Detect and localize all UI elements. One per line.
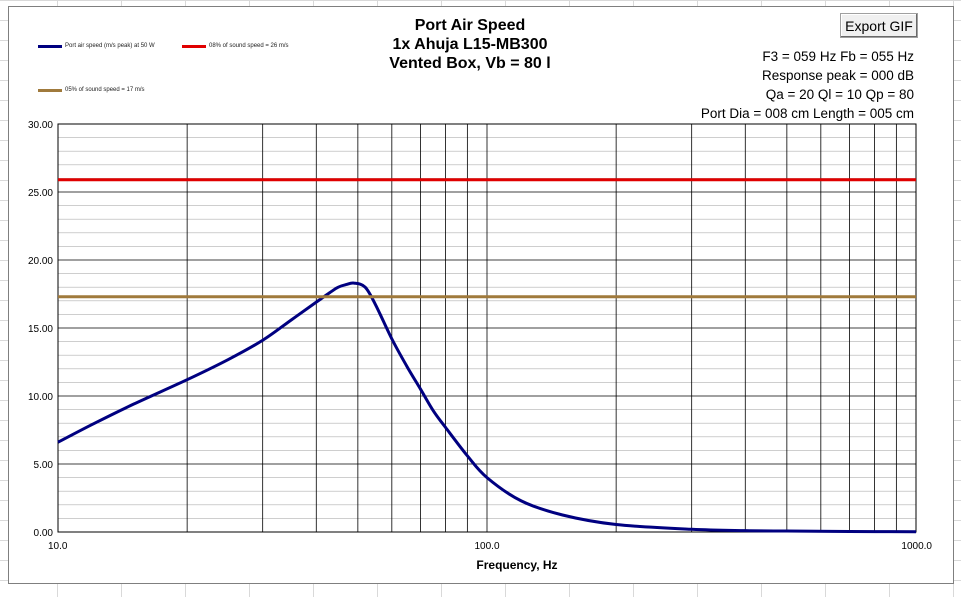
param-line-port-dims: Port Dia = 008 cm Length = 005 cm (700, 106, 914, 121)
x-axis-title: Frequency, Hz (476, 558, 557, 572)
legend-entry-port-speed: Port air speed (m/s peak) at 50 W (38, 43, 155, 49)
legend-label-limit-8: 08% of sound speed = 26 m/s (209, 43, 289, 49)
y-tick-label: 15.00 (28, 324, 53, 335)
plot-border (57, 123, 917, 533)
param-line-f3-fb: F3 = 059 Hz Fb = 055 Hz (762, 49, 914, 64)
legend-entry-limit-5: 05% of sound speed = 17 m/s (38, 87, 145, 93)
legend-label-limit-5: 05% of sound speed = 17 m/s (65, 87, 145, 93)
param-line-response-peak: Response peak = 000 dB (762, 68, 914, 83)
y-tick-label: 0.00 (34, 528, 54, 539)
y-tick-label: 30.00 (28, 120, 53, 131)
parameter-readout: F3 = 059 Hz Fb = 055 Hz Response peak = … (701, 47, 914, 123)
x-tick-label: 1000.0 (901, 541, 932, 552)
y-tick-label: 10.00 (28, 392, 53, 403)
y-tick-label: 5.00 (34, 460, 54, 471)
chart-title: Port Air Speed 1x Ahuja L15-MB300 Vented… (330, 16, 610, 73)
legend: Port air speed (m/s peak) at 50 W 08% of… (38, 40, 338, 100)
legend-swatch-limit-8 (182, 44, 206, 48)
chart-title-line-1: Port Air Speed (414, 17, 526, 34)
legend-label-port-speed: Port air speed (m/s peak) at 50 W (65, 43, 155, 49)
x-tick-label: 10.0 (48, 541, 68, 552)
legend-swatch-port-speed (38, 44, 62, 48)
legend-swatch-limit-5 (38, 88, 62, 92)
y-tick-label: 20.00 (28, 256, 53, 267)
y-tick-label: 25.00 (28, 188, 53, 199)
legend-entry-limit-8: 08% of sound speed = 26 m/s (182, 43, 289, 49)
x-tick-label: 100.0 (474, 541, 499, 552)
chart-title-line-2: 1x Ahuja L15-MB300 (392, 36, 548, 53)
param-line-q-values: Qa = 20 Ql = 10 Qp = 80 (765, 87, 914, 102)
chart-title-line-3: Vented Box, Vb = 80 l (389, 55, 551, 72)
series-line-0 (57, 281, 917, 534)
export-gif-button[interactable]: Export GIF (840, 13, 918, 38)
